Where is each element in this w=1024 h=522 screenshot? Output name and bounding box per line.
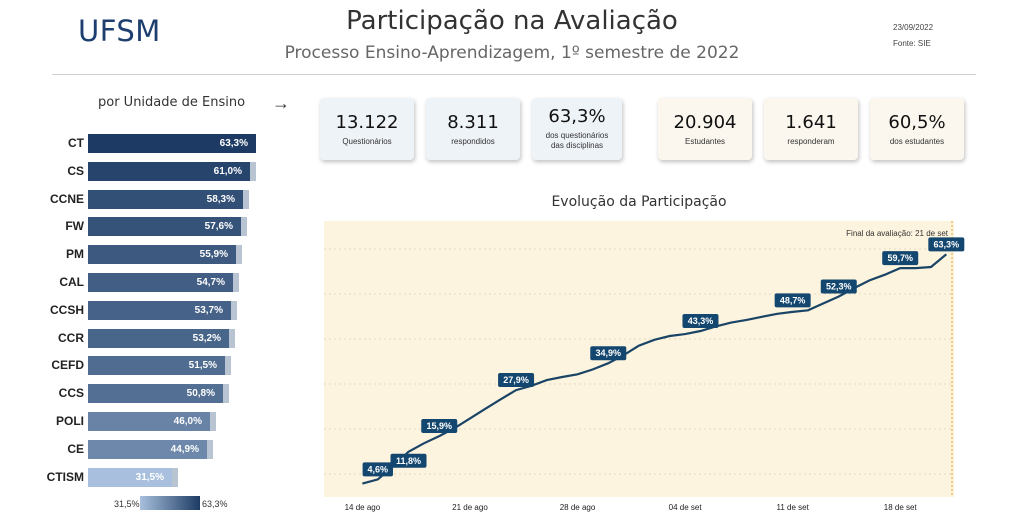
unit-bar[interactable] bbox=[88, 356, 225, 376]
data-label: 34,9% bbox=[596, 348, 622, 358]
x-tick-label: 14 de ago bbox=[345, 503, 381, 512]
plot-background bbox=[324, 221, 954, 497]
unit-bar-value: 63,3% bbox=[219, 138, 248, 149]
unit-label: PM bbox=[66, 247, 84, 262]
data-label: 52,3% bbox=[826, 282, 852, 292]
ufsm-logo: UFSM bbox=[78, 14, 161, 48]
unit-bar[interactable] bbox=[88, 245, 236, 265]
unit-bar[interactable] bbox=[88, 300, 231, 320]
unit-label: CCSH bbox=[49, 302, 84, 317]
card-label: Estudantes bbox=[684, 137, 726, 146]
page-title: Participação na Avaliação bbox=[346, 6, 678, 36]
data-label-box bbox=[882, 251, 919, 266]
unit-bar[interactable] bbox=[88, 412, 210, 431]
card-value: 60,5% bbox=[888, 112, 946, 133]
unit-label: CCS bbox=[58, 386, 84, 401]
unit-bar[interactable] bbox=[88, 384, 223, 404]
x-tick-label: 21 de ago bbox=[452, 503, 488, 512]
unit-bar-value: 55,9% bbox=[199, 249, 228, 261]
x-tick-label: 28 de ago bbox=[560, 503, 596, 512]
card-percent-questionarios: 63,3% dos questionários das disciplinas bbox=[532, 98, 622, 160]
unit-label: CS bbox=[67, 163, 84, 178]
card-label: dos estudantes bbox=[889, 137, 945, 146]
card-label: dos questionários das disciplinas bbox=[545, 131, 609, 150]
unit-label: CCNE bbox=[49, 191, 84, 206]
card-questionarios: 13.122 Questionários bbox=[320, 98, 414, 160]
data-label-box bbox=[682, 314, 719, 329]
unit-bar[interactable] bbox=[88, 273, 233, 292]
unit-bar-value: 61,0% bbox=[213, 165, 242, 177]
data-label: 27,9% bbox=[503, 375, 529, 385]
card-estudantes: 20.904 Estudantes bbox=[658, 98, 752, 160]
data-label-box bbox=[774, 293, 811, 308]
unit-label: CCR bbox=[58, 330, 84, 345]
unit-bar[interactable] bbox=[88, 134, 256, 153]
data-label: 11,8% bbox=[396, 456, 421, 466]
unit-bar-value: 46,0% bbox=[173, 416, 202, 427]
unit-bar[interactable] bbox=[88, 217, 241, 237]
data-label-box bbox=[390, 453, 427, 468]
data-label: 48,7% bbox=[780, 295, 806, 305]
unit-label: POLI bbox=[55, 414, 84, 428]
card-label: responderam bbox=[787, 137, 835, 146]
unit-label: CE bbox=[67, 441, 84, 456]
unit-label: CEFD bbox=[51, 358, 84, 373]
unit-bar-value: 50,8% bbox=[186, 388, 215, 400]
card-value: 1.641 bbox=[785, 112, 837, 133]
data-label: 63,3% bbox=[934, 239, 960, 249]
page-subtitle: Processo Ensino-Aprendizagem, 1º semestr… bbox=[284, 43, 740, 63]
color-legend-gradient bbox=[140, 496, 200, 510]
unit-bar[interactable] bbox=[88, 467, 172, 487]
data-label-box bbox=[362, 462, 393, 477]
card-label: respondidos bbox=[451, 137, 495, 146]
unit-label: CAL bbox=[59, 275, 84, 289]
unit-bar[interactable] bbox=[88, 161, 250, 181]
unit-bar-value: 51,5% bbox=[188, 360, 217, 372]
unit-bar[interactable] bbox=[88, 439, 207, 459]
data-label: 59,7% bbox=[887, 253, 913, 263]
data-label-box bbox=[590, 346, 627, 361]
card-value: 63,3% bbox=[548, 106, 606, 127]
unit-label: CTISM bbox=[46, 469, 84, 484]
legend-min-label: 31,5% bbox=[114, 499, 140, 509]
card-value: 8.311 bbox=[447, 112, 499, 133]
arrow-right-icon[interactable]: → bbox=[272, 93, 290, 113]
card-value: 20.904 bbox=[673, 112, 737, 133]
unit-bar[interactable] bbox=[88, 328, 229, 348]
unit-bar-value: 58,3% bbox=[206, 193, 235, 205]
card-respondidos: 8.311 respondidos bbox=[426, 98, 520, 160]
legend-max-label: 63,3% bbox=[202, 499, 228, 509]
unit-bar-value: 54,7% bbox=[196, 277, 225, 288]
data-label-box bbox=[498, 373, 535, 388]
unit-bar-value: 44,9% bbox=[170, 443, 199, 455]
unit-bar[interactable] bbox=[88, 189, 243, 209]
unit-chart-title: por Unidade de Ensino bbox=[98, 95, 246, 110]
x-tick-label: 04 de set bbox=[669, 503, 703, 512]
data-label: 15,9% bbox=[426, 421, 452, 431]
update-date: 23/09/2022 bbox=[893, 23, 934, 32]
card-responderam: 1.641 responderam bbox=[764, 98, 858, 160]
card-value: 13.122 bbox=[335, 112, 399, 133]
x-tick-label: 18 de set bbox=[884, 503, 918, 512]
line-chart-title: Evolução da Participação bbox=[551, 194, 727, 210]
final-date-annotation: Final da avaliação: 21 de set bbox=[846, 229, 949, 238]
unit-bar-value: 57,6% bbox=[204, 221, 233, 233]
card-percent-estudantes: 60,5% dos estudantes bbox=[870, 98, 964, 160]
unit-bar-value: 53,7% bbox=[194, 304, 223, 316]
data-label-box bbox=[820, 279, 857, 294]
header-divider bbox=[52, 74, 976, 75]
x-tick-label: 11 de set bbox=[776, 503, 809, 512]
card-label: Questionários bbox=[342, 137, 392, 146]
data-label: 43,3% bbox=[688, 316, 714, 326]
unit-label: CT bbox=[68, 136, 84, 150]
unit-label: FW bbox=[65, 219, 84, 234]
data-label: 4,6% bbox=[368, 464, 389, 474]
data-label-box bbox=[421, 419, 458, 434]
data-source: Fonte: SIE bbox=[893, 39, 931, 48]
unit-bar-value: 31,5% bbox=[135, 471, 164, 483]
unit-bar-value: 53,2% bbox=[192, 332, 221, 344]
data-label-box bbox=[928, 237, 965, 252]
